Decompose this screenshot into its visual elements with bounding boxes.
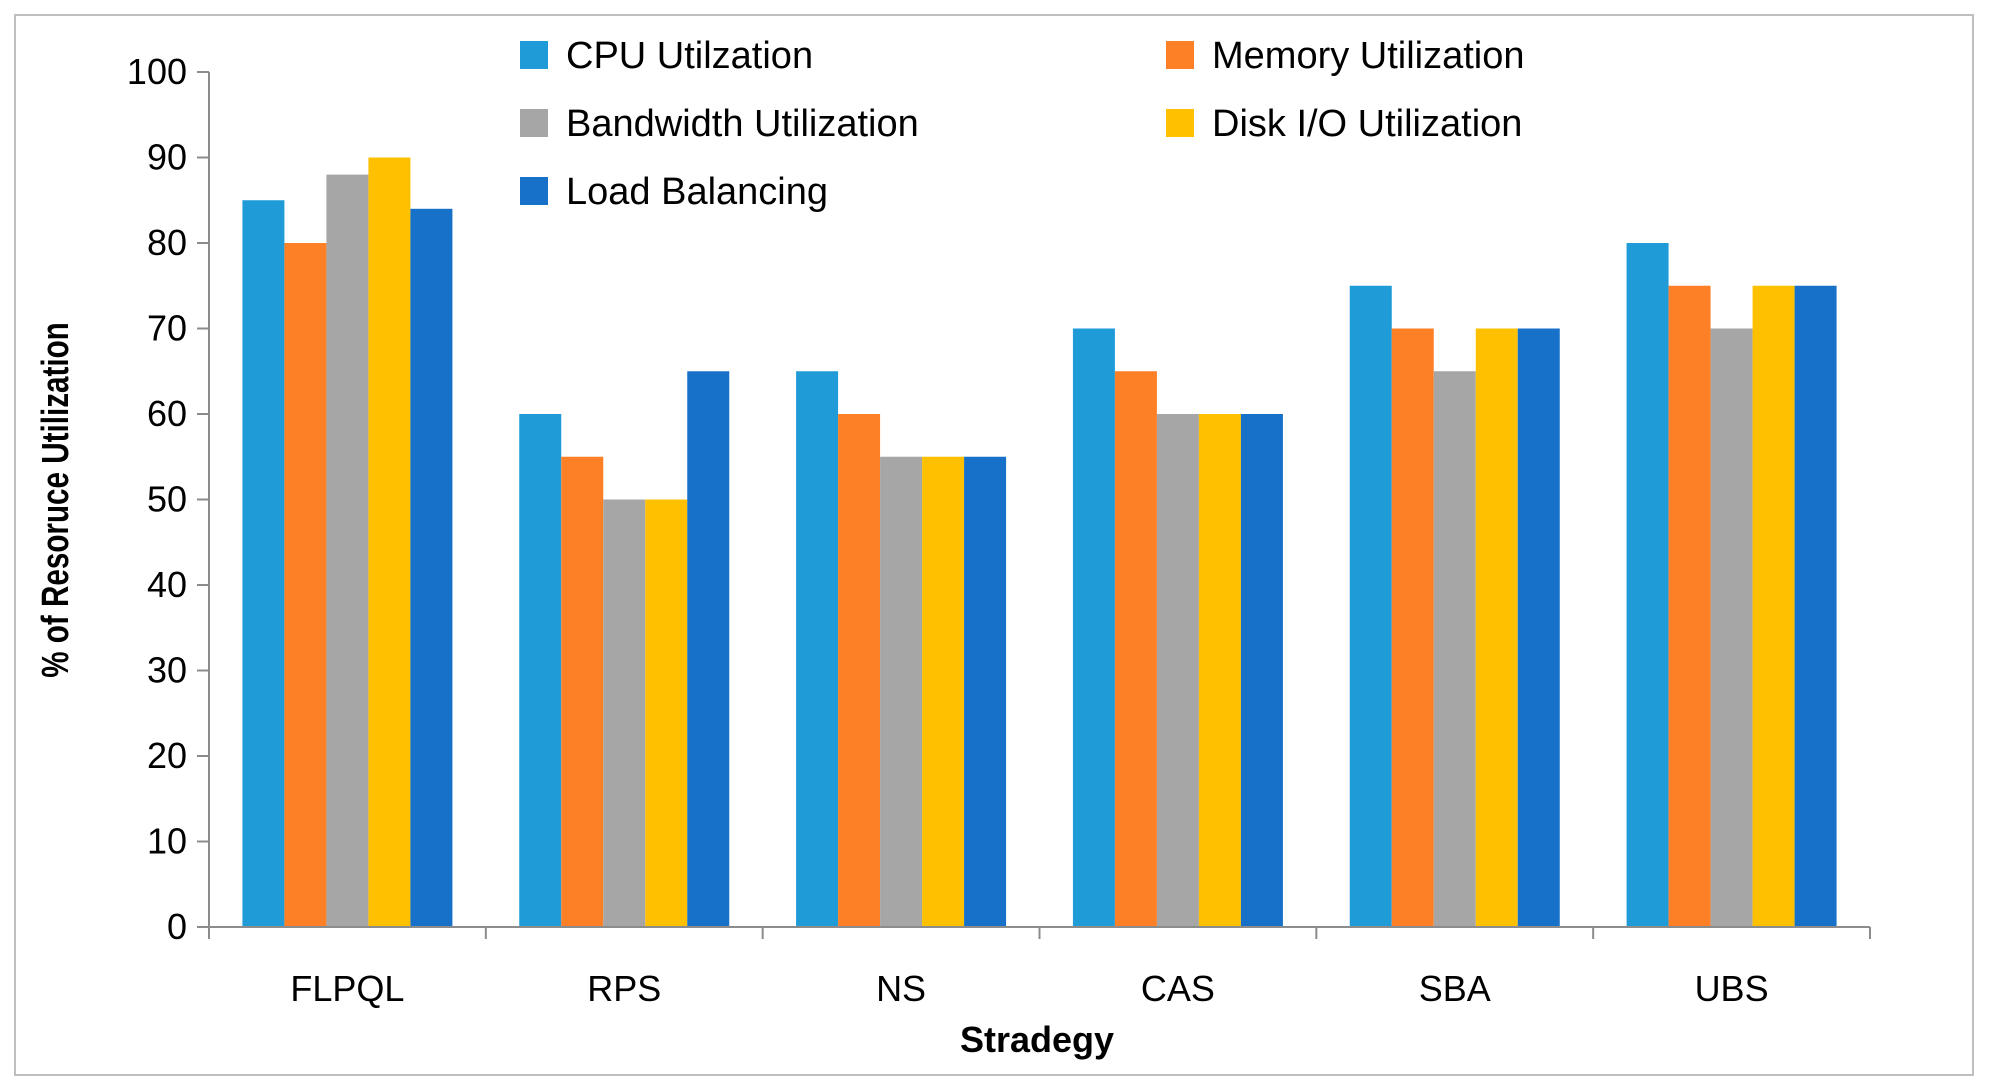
bar — [1240, 414, 1283, 927]
bar — [242, 200, 285, 927]
x-tick-label: FLPQL — [290, 968, 404, 1009]
legend-label: CPU Utilzation — [566, 35, 813, 77]
y-tick-label: 10 — [147, 821, 187, 862]
x-tick-label: SBA — [1419, 968, 1491, 1009]
bar — [1198, 414, 1241, 927]
bar — [1517, 328, 1560, 927]
y-axis-ticks: 0 10 20 30 40 50 60 70 80 90 100 — [127, 51, 209, 947]
y-tick-label: 20 — [147, 735, 187, 776]
bar — [1072, 328, 1115, 927]
legend-label: Load Balancing — [566, 171, 828, 213]
bar — [645, 499, 688, 927]
y-tick-label: 30 — [147, 650, 187, 691]
bar — [1752, 285, 1795, 927]
bar — [1114, 371, 1157, 927]
y-tick-label: 0 — [167, 906, 187, 947]
bar — [284, 243, 327, 927]
y-tick-label: 50 — [147, 479, 187, 520]
bar — [687, 371, 730, 927]
x-tick-label: NS — [876, 968, 926, 1009]
x-axis-title: Stradegy — [960, 1019, 1114, 1060]
bar — [1156, 414, 1199, 927]
bar — [603, 499, 646, 927]
legend-swatch — [520, 41, 548, 69]
bar — [1626, 243, 1669, 927]
legend-swatch — [520, 109, 548, 137]
y-tick-label: 80 — [147, 222, 187, 263]
y-tick-label: 60 — [147, 393, 187, 434]
bar — [1349, 285, 1392, 927]
x-tick-label: CAS — [1141, 968, 1215, 1009]
bar — [922, 456, 965, 927]
bars-group — [242, 157, 1837, 928]
y-tick-label: 40 — [147, 564, 187, 605]
x-tick-label: RPS — [587, 968, 661, 1009]
legend-label: Memory Utilization — [1212, 35, 1525, 77]
bar — [519, 414, 562, 927]
bar — [1433, 371, 1476, 927]
bar — [326, 174, 369, 928]
legend-label: Bandwidth Utilization — [566, 103, 919, 145]
bar — [838, 414, 881, 927]
bar — [880, 456, 923, 927]
legend-swatch — [1166, 109, 1194, 137]
x-tick-label: UBS — [1695, 968, 1769, 1009]
bar — [796, 371, 839, 927]
bar — [368, 157, 411, 927]
bar — [1475, 328, 1518, 927]
legend-label: Disk I/O Utilization — [1212, 103, 1522, 145]
legend-swatch — [520, 177, 548, 205]
legend-swatch — [1166, 41, 1194, 69]
y-tick-label: 100 — [127, 51, 187, 92]
bar — [964, 456, 1007, 927]
bar — [1391, 328, 1434, 927]
x-axis-ticks: FLPQL RPS NS CAS SBA UBS — [208, 927, 1871, 1009]
bar — [1710, 328, 1753, 927]
y-axis-title: % of Resoruce Utilization — [35, 322, 77, 678]
bar — [1668, 285, 1711, 927]
y-tick-label: 90 — [147, 137, 187, 178]
y-tick-label: 70 — [147, 308, 187, 349]
legend: CPU Utilzation Memory Utilization Bandwidt… — [520, 35, 1525, 213]
bar — [561, 456, 604, 927]
bar — [1794, 285, 1837, 927]
bar — [410, 208, 453, 928]
